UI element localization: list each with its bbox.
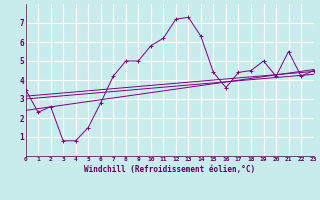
X-axis label: Windchill (Refroidissement éolien,°C): Windchill (Refroidissement éolien,°C) xyxy=(84,165,255,174)
